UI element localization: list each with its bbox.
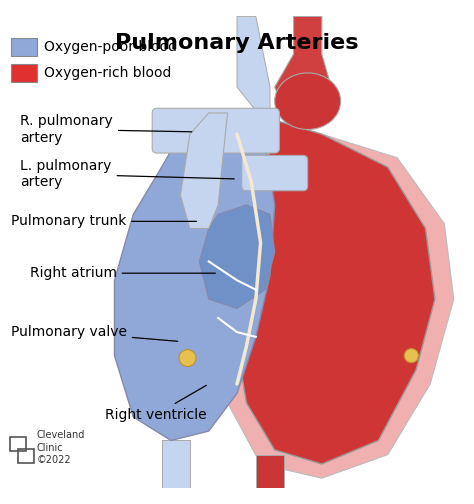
Circle shape: [179, 350, 196, 366]
Polygon shape: [275, 17, 331, 111]
FancyBboxPatch shape: [11, 38, 36, 56]
Polygon shape: [223, 120, 454, 478]
Polygon shape: [162, 440, 190, 487]
Text: Right atrium: Right atrium: [30, 266, 215, 280]
Polygon shape: [237, 17, 270, 111]
Circle shape: [404, 349, 419, 363]
Text: Pulmonary valve: Pulmonary valve: [11, 325, 178, 341]
Text: L. pulmonary
artery: L. pulmonary artery: [20, 159, 234, 190]
Text: Oxygen-rich blood: Oxygen-rich blood: [44, 66, 171, 80]
Polygon shape: [256, 455, 284, 487]
FancyBboxPatch shape: [152, 108, 279, 153]
Polygon shape: [237, 120, 435, 464]
Polygon shape: [199, 205, 275, 308]
Text: Pulmonary Arteries: Pulmonary Arteries: [115, 33, 359, 53]
FancyBboxPatch shape: [242, 155, 308, 191]
Text: Cleveland
Clinic
©2022: Cleveland Clinic ©2022: [36, 430, 85, 465]
Text: Right ventricle: Right ventricle: [105, 386, 207, 421]
FancyBboxPatch shape: [11, 64, 36, 82]
Ellipse shape: [275, 73, 341, 130]
Polygon shape: [181, 113, 228, 228]
Polygon shape: [115, 120, 275, 440]
Text: R. pulmonary
artery: R. pulmonary artery: [20, 114, 192, 145]
Text: Oxygen-poor blood: Oxygen-poor blood: [44, 40, 177, 54]
Text: Pulmonary trunk: Pulmonary trunk: [11, 214, 197, 228]
